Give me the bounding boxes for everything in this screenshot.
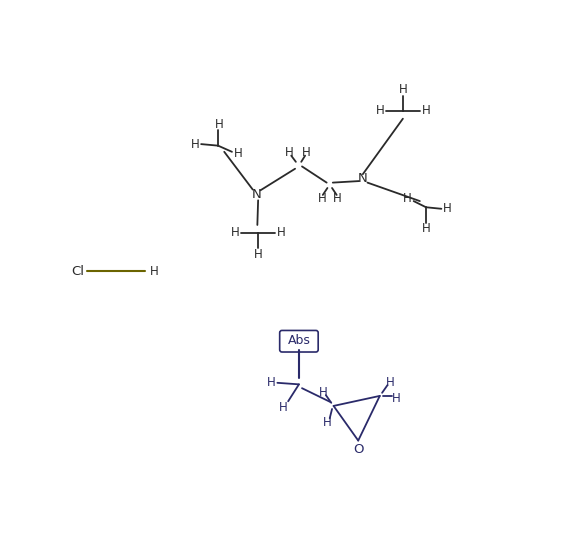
Text: O: O — [353, 443, 364, 456]
Text: H: H — [422, 222, 430, 235]
Text: N: N — [252, 188, 261, 201]
Text: H: H — [443, 202, 452, 215]
Text: H: H — [422, 105, 430, 118]
Text: H: H — [302, 146, 311, 159]
Text: H: H — [231, 226, 239, 239]
Text: H: H — [150, 265, 159, 278]
Text: H: H — [279, 401, 288, 414]
Text: N: N — [358, 172, 368, 185]
Text: H: H — [333, 192, 342, 205]
Text: H: H — [234, 147, 243, 160]
Text: H: H — [403, 192, 412, 205]
FancyBboxPatch shape — [280, 330, 318, 352]
Text: H: H — [267, 376, 275, 389]
Text: H: H — [191, 138, 199, 151]
Text: H: H — [215, 118, 224, 131]
Text: H: H — [399, 83, 407, 96]
Text: H: H — [318, 192, 327, 205]
Text: H: H — [254, 248, 262, 261]
Text: H: H — [386, 375, 395, 389]
Text: Abs: Abs — [288, 334, 310, 347]
Text: H: H — [277, 226, 285, 239]
Text: H: H — [285, 146, 294, 159]
Text: Cl: Cl — [71, 265, 84, 278]
Text: H: H — [376, 105, 384, 118]
Text: H: H — [319, 386, 327, 399]
Text: H: H — [323, 416, 332, 429]
Text: H: H — [392, 393, 401, 406]
